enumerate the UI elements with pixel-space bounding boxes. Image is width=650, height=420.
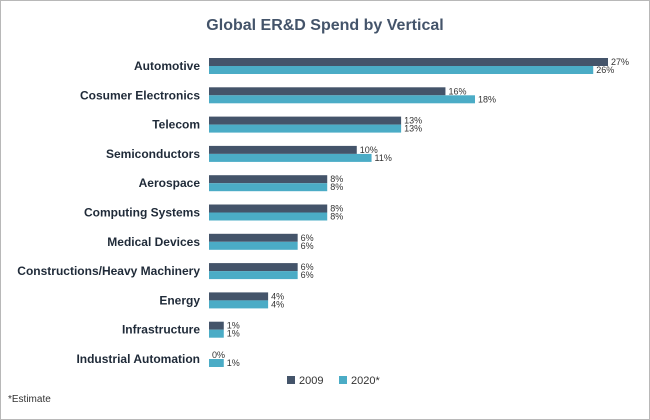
category-label-automotive: Automotive xyxy=(134,59,200,73)
data-label-automotive-2020: 26% xyxy=(596,65,614,75)
bar-aerospace-2009 xyxy=(209,175,328,184)
data-label-automotive-2009: 27% xyxy=(611,57,629,67)
data-label-constructions-heavy-machinery-2009: 6% xyxy=(301,262,314,272)
data-label-aerospace-2020: 8% xyxy=(330,182,343,192)
bar-energy-2020 xyxy=(209,300,269,309)
legend-label-2020: 2020* xyxy=(351,375,380,387)
bar-constructions-heavy-machinery-2009 xyxy=(209,263,298,272)
data-label-medical-devices-2009: 6% xyxy=(301,233,314,243)
legend: 2009 2020* xyxy=(287,375,380,387)
data-label-constructions-heavy-machinery-2020: 6% xyxy=(301,270,314,280)
bar-medical-devices-2020 xyxy=(209,241,298,250)
category-label-industrial-automation: Industrial Automation xyxy=(76,352,200,366)
bar-automotive-2009 xyxy=(209,58,608,66)
category-label-semiconductors: Semiconductors xyxy=(106,147,200,161)
bar-energy-2009 xyxy=(209,292,269,301)
bar-semiconductors-2009 xyxy=(209,145,357,154)
bar-cosumer-electronics-2020 xyxy=(209,95,475,104)
category-label-infrastructure: Infrastructure xyxy=(122,323,200,337)
data-label-telecom-2020: 13% xyxy=(404,124,422,134)
category-label-computing-systems: Computing Systems xyxy=(84,206,200,220)
legend-swatch-2009 xyxy=(287,376,295,384)
data-label-industrial-automation-2009: 0% xyxy=(212,350,225,360)
category-label-constructions-heavy-machinery: Constructions/Heavy Machinery xyxy=(17,264,200,278)
data-label-semiconductors-2020: 11% xyxy=(375,153,392,163)
data-label-aerospace-2009: 8% xyxy=(330,174,343,184)
bar-aerospace-2020 xyxy=(209,183,328,192)
bar-constructions-heavy-machinery-2020 xyxy=(209,271,298,280)
bar-computing-systems-2020 xyxy=(209,212,328,221)
legend-label-2009: 2009 xyxy=(299,375,323,387)
bar-computing-systems-2009 xyxy=(209,204,328,213)
bar-infrastructure-2020 xyxy=(209,329,224,338)
chart-title: Global ER&D Spend by Vertical xyxy=(206,17,443,34)
data-label-energy-2020: 4% xyxy=(271,299,284,309)
data-label-infrastructure-2009: 1% xyxy=(227,321,240,331)
data-label-computing-systems-2009: 8% xyxy=(330,204,343,214)
data-label-energy-2009: 4% xyxy=(271,291,284,301)
bar-telecom-2009 xyxy=(209,116,402,125)
bar-automotive-2020 xyxy=(209,66,594,74)
data-label-computing-systems-2020: 8% xyxy=(330,212,343,222)
data-label-semiconductors-2009: 10% xyxy=(360,145,378,155)
footnote: *Estimate xyxy=(8,394,51,405)
category-label-cosumer-electronics: Cosumer Electronics xyxy=(80,88,200,102)
category-label-telecom: Telecom xyxy=(152,118,200,132)
data-label-cosumer-electronics-2009: 16% xyxy=(448,86,466,96)
bar-telecom-2020 xyxy=(209,124,402,133)
bar-industrial-automation-2020 xyxy=(209,359,224,367)
bar-medical-devices-2009 xyxy=(209,233,298,242)
legend-swatch-2020 xyxy=(339,376,347,384)
bar-cosumer-electronics-2009 xyxy=(209,87,446,96)
category-label-medical-devices: Medical Devices xyxy=(107,235,200,249)
bar-infrastructure-2009 xyxy=(209,321,224,330)
data-label-industrial-automation-2020: 1% xyxy=(227,358,240,368)
data-label-cosumer-electronics-2020: 18% xyxy=(478,94,496,104)
category-label-aerospace: Aerospace xyxy=(139,176,201,190)
category-label-energy: Energy xyxy=(159,293,200,307)
data-label-telecom-2009: 13% xyxy=(404,116,422,126)
data-label-infrastructure-2020: 1% xyxy=(227,329,240,339)
bar-semiconductors-2020 xyxy=(209,153,372,162)
data-label-medical-devices-2020: 6% xyxy=(301,241,314,251)
bars-group: Automotive 27%26% Cosumer Electronics 16% 18… xyxy=(17,57,629,368)
